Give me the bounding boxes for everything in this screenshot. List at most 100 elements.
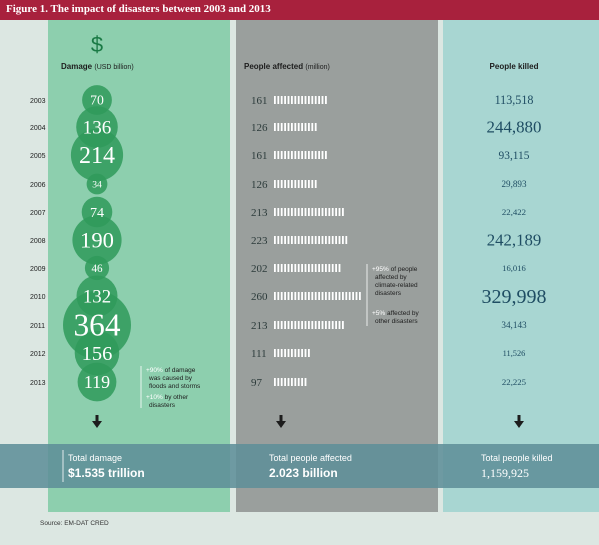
person-icon (328, 236, 331, 244)
person-icon (294, 96, 297, 104)
person-icon (304, 208, 307, 216)
person-icon (294, 151, 297, 159)
person-icon (297, 96, 300, 104)
person-icon (342, 208, 344, 216)
total-affected-label: Total people affected (269, 453, 352, 463)
affected-value: 126 (251, 179, 268, 191)
person-icon (335, 321, 337, 329)
year-label: 2003 (30, 98, 46, 105)
person-icon (280, 123, 283, 131)
killed-header: People killed (490, 62, 539, 71)
damage-note-1-line2: was caused by (148, 375, 193, 382)
person-icon (342, 292, 344, 300)
person-icon (325, 236, 327, 244)
person-icon (284, 321, 286, 329)
damage-value: 119 (84, 372, 110, 392)
person-icon (308, 236, 310, 244)
person-icon (277, 236, 280, 244)
person-icon (280, 349, 283, 357)
person-icon (284, 378, 286, 386)
killed-column (443, 20, 599, 512)
person-icon (304, 292, 307, 300)
person-icon (287, 151, 290, 159)
killed-value: 242,189 (487, 231, 542, 250)
person-icon (294, 123, 297, 131)
person-icon (318, 151, 320, 159)
person-icon (294, 236, 297, 244)
person-icon (338, 321, 341, 329)
person-icon (314, 208, 317, 216)
damage-value: 136 (83, 118, 112, 139)
person-icon (277, 123, 280, 131)
person-icon (308, 208, 310, 216)
person-icon (314, 96, 317, 104)
person-icon (274, 349, 276, 357)
person-icon (314, 123, 317, 131)
person-icon (338, 264, 341, 272)
damage-bubble (82, 85, 112, 115)
person-icon (311, 292, 314, 300)
figure-title: Figure 1. The impact of disasters betwee… (6, 3, 271, 15)
affected-header: People affected (million) (244, 62, 330, 71)
damage-value: 70 (90, 93, 104, 108)
person-icon (277, 321, 280, 329)
damage-value: 364 (74, 308, 121, 343)
person-icon (277, 264, 280, 272)
person-icon (355, 292, 358, 300)
person-icon (304, 321, 307, 329)
person-icon (325, 264, 327, 272)
person-icon (318, 292, 320, 300)
year-label: 2013 (30, 380, 46, 387)
person-icon (301, 321, 303, 329)
person-icon (331, 208, 334, 216)
person-icon (297, 321, 300, 329)
total-affected-value: 2.023 billion (269, 466, 338, 480)
person-icon (301, 151, 303, 159)
dollar-icon: $ (91, 32, 103, 57)
person-icon (301, 123, 303, 131)
person-icon (321, 208, 324, 216)
person-icon (297, 123, 300, 131)
person-icon (284, 236, 286, 244)
person-icon (274, 96, 276, 104)
person-icon (311, 180, 314, 188)
damage-note-1-line3: floods and storms (149, 383, 201, 390)
person-icon (331, 292, 334, 300)
person-icon (328, 321, 331, 329)
person-icon (287, 123, 290, 131)
figure-header: Figure 1. The impact of disasters betwee… (0, 0, 599, 20)
person-icon (304, 236, 307, 244)
person-icon (287, 321, 290, 329)
person-icon (338, 236, 341, 244)
person-icon (301, 180, 303, 188)
affected-value: 213 (251, 320, 268, 332)
person-icon (345, 292, 348, 300)
person-icon (308, 180, 310, 188)
person-icon (308, 321, 310, 329)
person-icon (335, 264, 337, 272)
person-icon (284, 151, 286, 159)
year-label: 2006 (30, 182, 46, 189)
person-icon (284, 292, 286, 300)
arrow-down-icon (92, 415, 102, 428)
total-damage-value: $1.535 trillion (68, 466, 145, 480)
affected-note-2: +5% affected by (372, 310, 419, 317)
person-icon (342, 236, 344, 244)
person-icon (314, 321, 317, 329)
person-icon (274, 123, 276, 131)
person-icon (280, 321, 283, 329)
person-icon (328, 292, 331, 300)
damage-column (48, 20, 230, 512)
person-icon (314, 292, 317, 300)
person-icon (304, 349, 307, 357)
person-icon (328, 208, 331, 216)
killed-value: 329,998 (482, 286, 547, 308)
person-icon (348, 292, 351, 300)
person-icon (280, 96, 283, 104)
person-icon (335, 208, 337, 216)
killed-value: 244,880 (487, 118, 542, 137)
person-icon (311, 321, 314, 329)
person-icon (277, 378, 280, 386)
person-icon (304, 123, 307, 131)
person-icon (291, 151, 293, 159)
